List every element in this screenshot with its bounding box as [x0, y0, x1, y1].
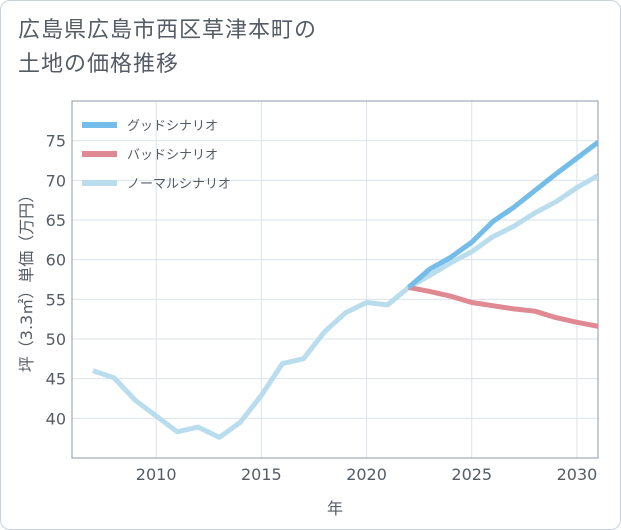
y-tick-label: 75 — [46, 132, 66, 151]
legend-normal-scenario: ノーマルシナリオ — [82, 177, 231, 192]
legend-label: バッドシナリオ — [127, 148, 218, 163]
legend-good-scenario: グッドシナリオ — [82, 119, 218, 134]
x-axis-title: 年 — [327, 499, 343, 518]
y-tick-label: 45 — [46, 370, 66, 389]
grid-lines — [72, 101, 598, 458]
tick-labels: 2010 2015 2020 2025 2030 40 45 50 55 60 65 70 75 — [46, 132, 598, 484]
plot-area — [71, 100, 599, 459]
title-line-1: 広島県広島市西区草津本町の — [18, 18, 318, 43]
x-tick-label: 2010 — [136, 465, 177, 484]
title-line-2: 土地の価格推移 — [18, 52, 180, 77]
y-tick-label: 55 — [46, 290, 66, 309]
good-scenario-line — [406, 140, 598, 290]
y-tick-label: 40 — [46, 409, 66, 428]
legend-label: ノーマルシナリオ — [127, 177, 231, 192]
legend-label: グッドシナリオ — [127, 119, 218, 134]
chart-title: 広島県広島市西区草津本町の 土地の価格推移 — [18, 14, 317, 82]
y-tick-label: 60 — [46, 251, 66, 270]
legend-bad-scenario: バッドシナリオ — [82, 148, 218, 163]
x-tick-label: 2020 — [346, 465, 387, 484]
series-layer — [92, 140, 598, 440]
x-tick-label: 2025 — [451, 465, 492, 484]
y-tick-label: 65 — [46, 211, 66, 230]
bad-scenario-line — [408, 284, 598, 329]
x-tick-label: 2015 — [241, 465, 282, 484]
y-tick-label: 50 — [46, 330, 66, 349]
x-tick-label: 2030 — [557, 465, 598, 484]
normal-scenario-line — [92, 173, 598, 440]
y-tick-label: 70 — [46, 171, 66, 190]
y-axis-title: 坪（3.3㎡）単価（万円） — [17, 187, 36, 372]
